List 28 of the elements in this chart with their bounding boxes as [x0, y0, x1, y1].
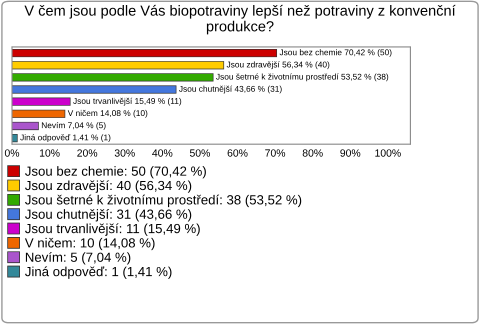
- legend-label: Jsou trvanlivější: 11 (15,49 %): [25, 223, 200, 236]
- legend-label: Jsou chutnější: 31 (43,66 %): [25, 209, 192, 222]
- chart-title: V čem jsou podle Vás biopotraviny lepší než potraviny z konvenční produkce?: [24, 4, 456, 34]
- x-tick-label: 80%: [302, 149, 323, 157]
- x-tick-label: 40%: [152, 149, 172, 157]
- data-label: Jsou zdravější 56,34 % (40): [226, 61, 330, 70]
- x-tick-label: 100%: [375, 149, 401, 157]
- legend-label: Jsou zdravější: 40 (56,34 %): [25, 180, 192, 193]
- data-label: V ničem 14,08 % (10): [68, 110, 148, 118]
- x-tick-label: 50%: [190, 149, 210, 157]
- legend-label: Jsou šetrné k životnímu prostředí: 38 (53,52 %): [25, 194, 302, 208]
- legend-label: Jiná odpověď: 1 (1,41 %): [25, 266, 172, 279]
- legend-label: Jsou bez chemie: 50 (70,42 %): [25, 166, 206, 178]
- x-tick-label: 70%: [265, 149, 286, 157]
- data-label: Jiná odpověď 1,41 % (1): [20, 134, 110, 142]
- x-tick-label: 20%: [77, 149, 98, 157]
- data-label: Jsou trvanlivější 15,49 % (11): [73, 98, 182, 106]
- legend-label: V ničem: 10 (14,08 %): [24, 238, 155, 250]
- data-label: Jsou chutnější 43,66 % (31): [179, 86, 282, 94]
- x-tick-label: 60%: [228, 149, 248, 157]
- x-tick-label: 90%: [340, 149, 360, 157]
- data-label: Nevím 7,04 % (5): [42, 122, 106, 130]
- x-tick-label: 0%: [4, 149, 20, 157]
- x-tick-label: 30%: [114, 149, 135, 157]
- legend-label: Nevím: 5 (7,04 %): [26, 252, 130, 265]
- x-tick-label: 10%: [40, 149, 60, 157]
- data-label: Jsou šetrné k životnímu prostředí 53,52 % (38): [216, 73, 388, 82]
- data-label: Jsou bez chemie 70,42 % (50): [280, 49, 392, 57]
